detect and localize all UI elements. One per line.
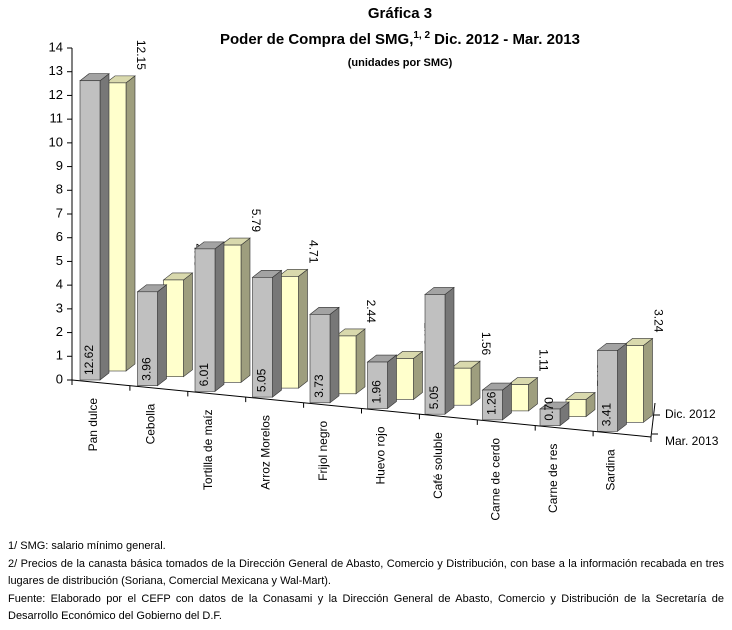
bar-side — [183, 272, 193, 378]
chart-subtitle: (unidades por SMG) — [348, 57, 453, 69]
bar-side — [329, 306, 340, 404]
bar-side — [444, 286, 455, 415]
value-label: 1.11 — [536, 349, 550, 372]
title-period: Dic. 2012 - Mar. 2013 — [434, 31, 580, 48]
x-tick-label: Cebolla — [144, 403, 158, 444]
bar-side — [470, 360, 481, 406]
x-tick-label: Tortilla de maíz — [201, 409, 215, 490]
bar — [252, 277, 273, 398]
bar-side — [125, 75, 136, 372]
value-label: 0.70 — [542, 397, 556, 421]
value-label: 3.73 — [312, 374, 326, 398]
footnote: 2/ Precios de la canasta básica tomados … — [8, 557, 724, 588]
value-label: 4.71 — [306, 240, 320, 264]
y-tick-label: 4 — [56, 277, 63, 292]
value-label: 12.15 — [134, 40, 148, 70]
title-main: Poder de Compra del SMG, — [220, 31, 413, 48]
chart: Gráfica 3 Poder de Compra del SMG,1, 2 Di… — [49, 5, 719, 521]
x-tick-label: Pan dulce — [86, 398, 100, 452]
y-tick-label: 5 — [56, 253, 63, 268]
bar — [309, 314, 331, 404]
bar-side — [355, 328, 366, 395]
value-label: 3.96 — [140, 357, 154, 381]
value-label: 3.41 — [600, 403, 614, 427]
y-tick-label: 9 — [56, 158, 63, 173]
bar — [482, 389, 503, 421]
bar-side — [413, 350, 423, 401]
x-tick-label: Carne de res — [546, 444, 560, 513]
footnote: Fuente: Elaborado por el CEFP con datos … — [8, 592, 724, 623]
y-tick-label: 8 — [56, 182, 63, 197]
footnotes: 1/ SMG: salario mínimo general. 2/ Precio… — [8, 538, 724, 626]
chart-title-line: Poder de Compra del SMG,1, 2 Dic. 2012 - … — [220, 30, 580, 48]
bar-side — [214, 241, 225, 393]
y-tick-label: 7 — [56, 205, 63, 220]
y-tick-label: 6 — [56, 229, 63, 244]
value-label: 5.05 — [255, 368, 269, 392]
y-tick-label: 0 — [56, 371, 63, 386]
bar — [137, 291, 158, 387]
x-tick-label: Huevo rojo — [374, 426, 388, 484]
bar-side — [298, 268, 308, 389]
value-label: 1.56 — [479, 332, 493, 356]
bar-side — [240, 237, 251, 384]
depth-axis — [650, 402, 656, 438]
bar — [367, 361, 388, 409]
series-label: Dic. 2012 — [665, 407, 716, 421]
y-tick-label: 3 — [56, 300, 63, 315]
y-tick-label: 12 — [49, 87, 63, 102]
value-label: 5.79 — [249, 209, 263, 233]
chart-title: Gráfica 3 — [368, 5, 432, 22]
x-tick-label: Carne de cerdo — [489, 438, 503, 521]
x-tick-label: Café soluble — [431, 432, 445, 499]
y-tick-label: 10 — [49, 134, 63, 149]
bar — [424, 294, 446, 415]
bar-side — [643, 337, 653, 423]
value-label: 6.01 — [197, 363, 211, 387]
footnote: 1/ SMG: salario mínimo general. — [8, 540, 166, 552]
x-tick-label: Sardina — [604, 449, 618, 491]
value-label: 1.26 — [485, 391, 499, 415]
y-tick-label: 11 — [50, 111, 64, 126]
bar-side — [387, 354, 397, 410]
y-tick-label: 13 — [49, 63, 63, 78]
y-tick-label: 14 — [49, 39, 63, 54]
y-tick-label: 2 — [56, 324, 63, 339]
bar-side — [272, 269, 282, 398]
value-label: 12.62 — [82, 345, 96, 375]
bar — [194, 248, 216, 392]
y-tick-label: 1 — [56, 348, 63, 363]
bar-side — [99, 73, 110, 381]
value-label: 1.96 — [370, 380, 384, 404]
series-label: Mar. 2013 — [665, 434, 719, 448]
bar-side — [617, 342, 627, 432]
bar — [539, 408, 561, 426]
x-tick-label: Arroz Morelos — [259, 415, 273, 490]
value-label: 3.24 — [651, 309, 665, 333]
bar — [79, 80, 101, 381]
value-label: 5.05 — [427, 386, 441, 410]
title-superscript: 1, 2 — [413, 30, 430, 41]
bar — [597, 350, 618, 432]
bar-side — [157, 284, 167, 387]
value-label: 2.44 — [364, 300, 378, 324]
x-tick-label: Frijol negro — [316, 420, 330, 480]
